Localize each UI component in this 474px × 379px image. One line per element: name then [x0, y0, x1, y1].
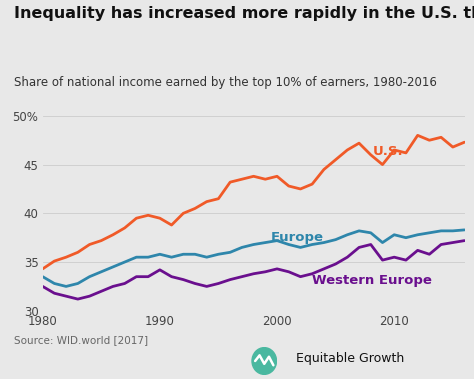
Text: Source: WID.world [2017]: Source: WID.world [2017] [14, 335, 148, 345]
Text: Share of national income earned by the top 10% of earners, 1980-2016: Share of national income earned by the t… [14, 76, 437, 89]
Circle shape [252, 348, 276, 374]
Text: U.S.: U.S. [373, 146, 404, 158]
Text: Equitable Growth: Equitable Growth [296, 352, 404, 365]
Text: Western Europe: Western Europe [312, 274, 432, 287]
Text: Inequality has increased more rapidly in the U.S. than Europe: Inequality has increased more rapidly in… [14, 6, 474, 21]
Text: Europe: Europe [271, 231, 324, 244]
